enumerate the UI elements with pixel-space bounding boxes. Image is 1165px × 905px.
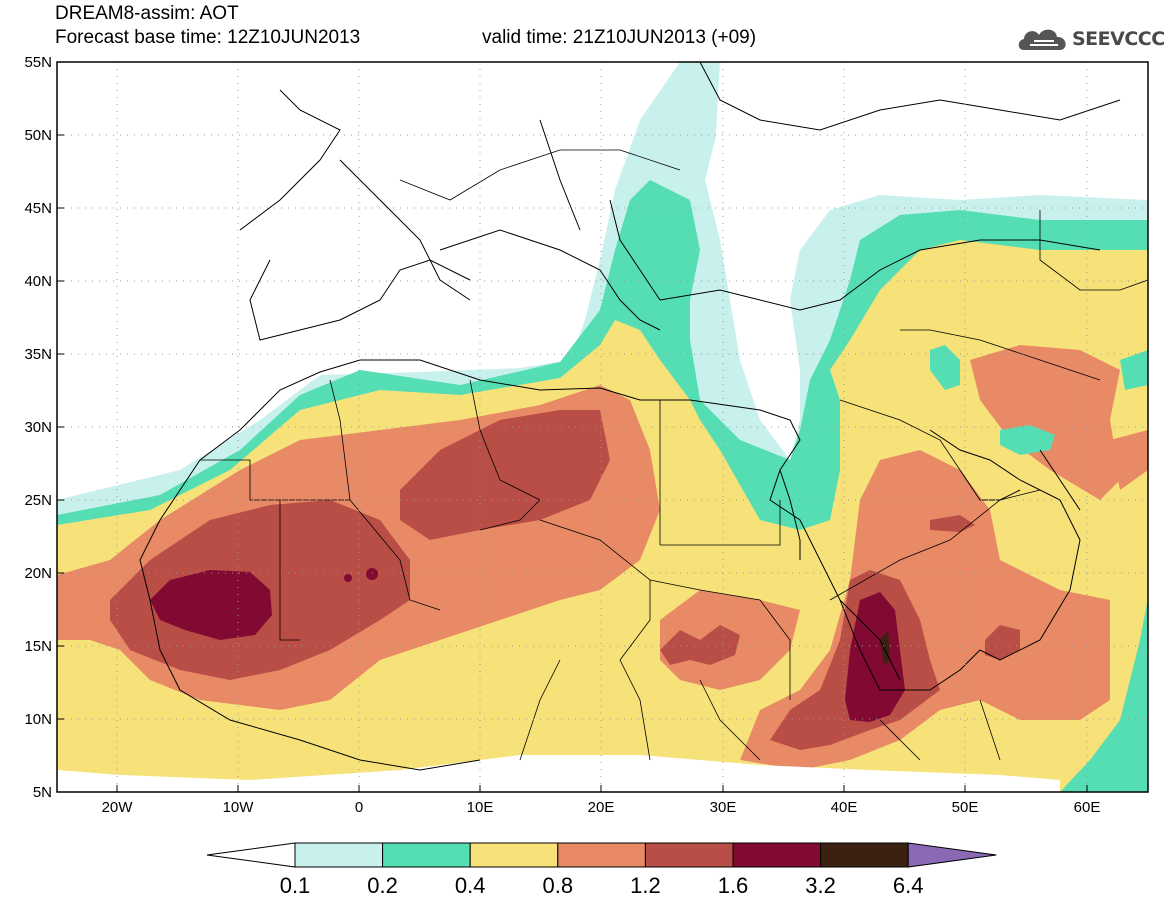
clean-area-europe <box>57 62 640 490</box>
lat-label: 45N <box>24 200 52 217</box>
lat-label: 30N <box>24 419 52 436</box>
axis-ticks <box>57 61 1088 793</box>
map-title: DREAM8-assim: AOT <box>55 3 239 24</box>
contour-3.2 <box>880 630 890 665</box>
logo-text: SEEVCCC <box>1072 28 1165 50</box>
contour-1.2 <box>400 410 610 540</box>
lat-label: 15N <box>24 638 52 655</box>
lon-label: 20W <box>102 799 134 816</box>
contour-1.2 <box>985 625 1020 660</box>
forecast-base-time: Forecast base time: 12Z10JUN2013 <box>55 27 361 48</box>
lon-label: 10E <box>467 799 494 816</box>
lat-label: 25N <box>24 492 52 509</box>
aot-contour-fields <box>57 62 1148 792</box>
lat-label: 55N <box>24 54 52 71</box>
contour-1.2 <box>930 515 975 532</box>
cloud-icon <box>1018 29 1066 50</box>
contour-0.2 <box>1120 350 1148 390</box>
contour-0.8 <box>1110 430 1148 490</box>
valid-time: valid time: 21Z10JUN2013 (+09) <box>482 27 757 48</box>
lat-label: 5N <box>33 784 52 801</box>
lon-label: 30E <box>710 799 737 816</box>
contour-1.2 <box>660 625 740 665</box>
lon-label: 20E <box>588 799 615 816</box>
latitude-labels: 55N 50N 45N 40N 35N 30N 25N 20N 15N 10N … <box>24 54 52 801</box>
graticule <box>57 62 1148 792</box>
lat-label: 50N <box>24 127 52 144</box>
clean-area-south <box>57 755 1060 792</box>
lon-label: 10W <box>223 799 255 816</box>
lon-label: 40E <box>831 799 858 816</box>
contour-0.2 <box>930 345 960 390</box>
lat-label: 20N <box>24 565 52 582</box>
lat-label: 10N <box>24 711 52 728</box>
seevccc-logo: SEEVCCC <box>1016 24 1165 54</box>
contour-1.6 <box>344 574 352 582</box>
lon-label: 0 <box>355 799 363 816</box>
contour-0.2 <box>1000 425 1055 455</box>
contour-0.8 <box>970 345 1120 500</box>
contour-1.6 <box>150 570 272 640</box>
lat-label: 35N <box>24 346 52 363</box>
lon-label: 60E <box>1074 799 1101 816</box>
coastlines <box>139 62 1121 771</box>
longitude-labels: 20W 10W 0 10E 20E 30E 40E 50E 60E <box>102 799 1101 816</box>
clean-area-blacksea <box>715 62 1148 255</box>
clean-area-levant <box>730 250 790 420</box>
lon-label: 50E <box>952 799 979 816</box>
lat-label: 40N <box>24 273 52 290</box>
contour-1.6 <box>366 568 378 580</box>
